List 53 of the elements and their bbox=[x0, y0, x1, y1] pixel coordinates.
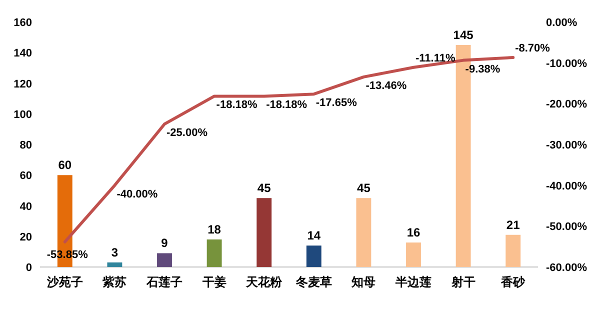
x-tick-label: 冬麦草 bbox=[294, 275, 332, 289]
x-tick-label: 半边莲 bbox=[394, 275, 432, 289]
y-tick-label: 60 bbox=[20, 170, 32, 182]
data-label: -11.11% bbox=[416, 52, 456, 64]
bar bbox=[406, 242, 421, 267]
data-label: -9.38% bbox=[465, 63, 500, 76]
x-tick-label: 天花粉 bbox=[245, 275, 284, 289]
x-tick-label: 紫苏 bbox=[102, 275, 127, 289]
data-label: 21 bbox=[506, 218, 520, 232]
bar bbox=[107, 262, 122, 267]
y2-tick-label: -30.00% bbox=[546, 140, 588, 152]
y2-tick-label: -20.00% bbox=[546, 98, 588, 111]
data-label: 9 bbox=[161, 236, 168, 250]
bar bbox=[157, 253, 172, 267]
data-label: 45 bbox=[357, 181, 371, 196]
data-label: 14 bbox=[307, 228, 321, 243]
data-label: -25.00% bbox=[166, 127, 208, 140]
data-label: 145 bbox=[453, 28, 474, 42]
bar bbox=[356, 198, 372, 267]
y-tick-label: 20 bbox=[20, 231, 32, 244]
data-label: -40.00% bbox=[116, 188, 158, 200]
y-tick-label: 140 bbox=[14, 48, 32, 60]
y2-tick-label: 0.00% bbox=[546, 17, 578, 29]
bar bbox=[506, 234, 521, 267]
y-tick-label: 80 bbox=[20, 140, 32, 152]
y-tick-label: 40 bbox=[20, 200, 32, 213]
y2-tick-label: -50.00% bbox=[546, 221, 588, 234]
data-label: 45 bbox=[257, 181, 272, 196]
data-label: 16 bbox=[406, 226, 420, 240]
x-tick-label: 石莲子 bbox=[146, 275, 182, 289]
y-tick-label: 100 bbox=[14, 108, 32, 121]
data-label: -18.18% bbox=[266, 99, 308, 112]
y-tick-label: 0 bbox=[26, 262, 32, 274]
bar bbox=[256, 198, 272, 267]
data-label: -18.18% bbox=[216, 99, 258, 112]
x-tick-label: 射干 bbox=[450, 275, 476, 289]
x-tick-label: 知母 bbox=[350, 275, 376, 289]
bar bbox=[306, 246, 322, 267]
x-tick-label: 香砂 bbox=[500, 275, 526, 289]
data-label: -17.65% bbox=[316, 97, 358, 110]
data-label: 60 bbox=[58, 158, 72, 172]
y2-tick-label: -60.00% bbox=[546, 262, 588, 274]
data-label: -8.70% bbox=[515, 42, 550, 55]
y-tick-label: 120 bbox=[14, 78, 32, 90]
x-tick-label: 沙苑子 bbox=[46, 275, 83, 289]
data-label: -13.46% bbox=[366, 80, 407, 92]
x-tick-label: 干姜 bbox=[201, 275, 226, 289]
data-label: 3 bbox=[111, 245, 118, 260]
data-label: 18 bbox=[208, 222, 222, 236]
bar bbox=[206, 239, 222, 267]
y2-tick-label: -40.00% bbox=[546, 180, 588, 192]
y2-tick-label: -10.00% bbox=[546, 58, 588, 70]
y-tick-label: 160 bbox=[14, 17, 32, 29]
